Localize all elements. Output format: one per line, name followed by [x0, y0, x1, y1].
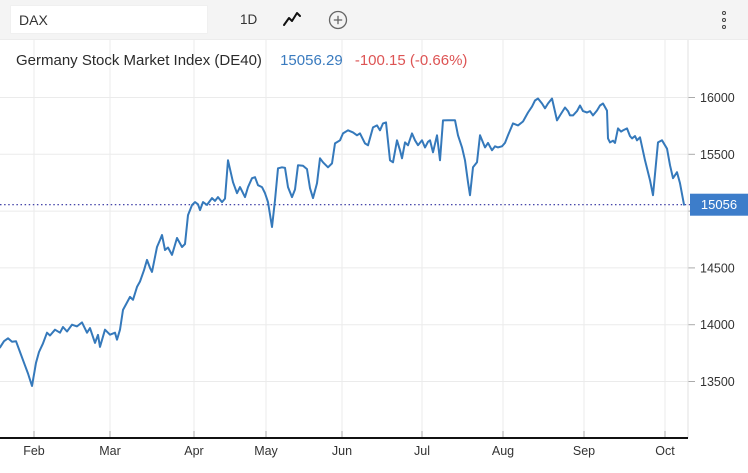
x-axis-label: May: [254, 444, 278, 458]
compare-plus-icon[interactable]: [327, 9, 349, 31]
x-axis-label: Jun: [332, 444, 352, 458]
y-axis-label: 14500: [700, 261, 735, 275]
price-tag-label: 15056: [701, 197, 737, 212]
instrument-title: Germany Stock Market Index (DE40): [16, 52, 262, 69]
x-axis-label: Aug: [492, 444, 514, 458]
line-chart-icon[interactable]: [281, 9, 303, 31]
price-change: -100.15 (-0.66%): [354, 52, 468, 69]
x-axis-label: Sep: [573, 444, 595, 458]
price-series-line: [0, 97, 685, 387]
kebab-dot: [722, 11, 726, 15]
y-axis-label: 15500: [700, 148, 735, 162]
y-axis-label: 16000: [700, 91, 735, 105]
price-tag: [690, 193, 748, 216]
y-axis-label: 14000: [700, 318, 735, 332]
chart-toolbar: 1D: [0, 0, 748, 40]
x-axis-label: Jul: [414, 444, 430, 458]
chart-area[interactable]: Feb Mar Apr May Jun Jul Aug Sep Oct 16000 15500 150…: [0, 40, 748, 468]
x-axis-label: Mar: [99, 444, 121, 458]
price-chart[interactable]: Feb Mar Apr May Jun Jul Aug Sep Oct 16000 15500 150…: [0, 40, 748, 468]
kebab-dot: [722, 18, 726, 22]
x-axis-label: Oct: [655, 444, 675, 458]
kebab-menu-icon[interactable]: [720, 9, 728, 31]
interval-selector[interactable]: 1D: [240, 12, 258, 27]
x-axis-label: Feb: [23, 444, 45, 458]
y-axis-label: 13500: [700, 375, 735, 389]
symbol-search-input[interactable]: [10, 5, 208, 34]
kebab-dot: [722, 25, 726, 29]
last-price: 15056.29: [280, 52, 343, 69]
chart-legend: Germany Stock Market Index (DE40) 15056.…: [16, 52, 467, 69]
x-axis-label: Apr: [184, 444, 203, 458]
